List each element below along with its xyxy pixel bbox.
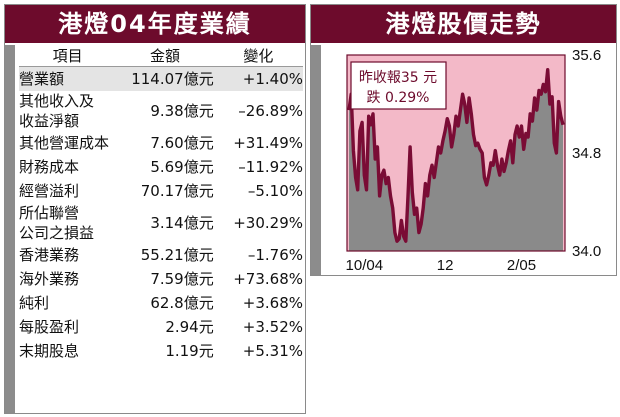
row-item-line: 公司之損益	[19, 224, 95, 242]
stock-title: 港燈股價走勢	[311, 5, 616, 43]
stock-panel: 港燈股價走勢 35.6 34.8 34.0 10/04 12 2/05 昨收報35 元 …	[310, 4, 617, 276]
row-item: 其他營運成本	[19, 131, 116, 155]
row-item-line: 財務成本	[19, 158, 80, 176]
row-amount: 62.8億元	[150, 294, 214, 312]
row-change: –5.10%	[247, 182, 303, 200]
row-item: 其他收入及 收益淨額	[19, 91, 116, 131]
row-item-line: 經營溢利	[19, 182, 80, 200]
row-item: 每股盈利	[19, 315, 116, 339]
row-amount: 7.60億元	[150, 134, 214, 152]
results-panel: 港燈04年度業績 項目 金額 變化 營業額 114.07億元 +1.40% 其他收入及…	[4, 4, 306, 414]
row-amount: 5.69億元	[150, 158, 214, 176]
x-tick-label: 12	[437, 257, 454, 274]
row-amount: 55.21億元	[140, 246, 214, 264]
header-amount: 金額	[116, 45, 214, 67]
results-body: 項目 金額 變化 營業額 114.07億元 +1.40% 其他收入及收益淨額 9.38億…	[5, 45, 305, 413]
row-change: –26.89%	[238, 102, 303, 120]
row-change: –11.92%	[238, 158, 303, 176]
row-item: 經營溢利	[19, 179, 116, 203]
row-amount: 9.38億元	[150, 102, 214, 120]
row-item: 海外業務	[19, 267, 116, 291]
row-item-line: 其他收入及	[19, 92, 95, 110]
row-change: +73.68%	[233, 270, 303, 288]
results-table: 項目 金額 變化 營業額 114.07億元 +1.40% 其他收入及收益淨額 9.38億…	[19, 45, 303, 363]
row-amount: 3.14億元	[150, 214, 214, 232]
price-line	[347, 68, 565, 243]
stock-chart: 35.6 34.8 34.0 10/04 12 2/05 昨收報35 元 跌 0.29%	[346, 47, 602, 274]
table-row: 經營溢利 70.17億元 –5.10%	[19, 179, 303, 203]
results-rows: 營業額 114.07億元 +1.40% 其他收入及 收益淨額 9.38億元 –26.89% 其…	[19, 66, 303, 364]
header-item: 項目	[19, 45, 117, 67]
row-item-line: 香港業務	[19, 246, 80, 264]
y-tick-label: 34.8	[572, 145, 601, 162]
table-row: 財務成本 5.69億元 –11.92%	[19, 155, 303, 179]
table-row: 末期股息 1.19元 +5.31%	[19, 339, 303, 363]
row-item-line: 所佔聯營	[19, 204, 80, 222]
row-item: 所佔聯營 公司之損益	[19, 203, 116, 243]
row-change: +30.29%	[233, 214, 303, 232]
row-item: 末期股息	[19, 339, 116, 363]
row-item: 香港業務	[19, 243, 116, 267]
row-item-line: 純利	[19, 294, 50, 312]
row-item-line: 海外業務	[19, 270, 80, 288]
results-side-stripe	[5, 45, 15, 413]
x-tick-label: 10/04	[346, 257, 384, 274]
y-axis: 35.6 34.8 34.0	[572, 47, 601, 260]
annotation-box	[350, 61, 447, 110]
row-amount: 2.94元	[165, 318, 214, 336]
table-row: 其他營運成本 7.60億元 +31.49%	[19, 131, 303, 155]
results-title: 港燈04年度業績	[5, 5, 305, 43]
row-change: +3.52%	[242, 318, 303, 336]
row-change: +5.31%	[242, 342, 303, 360]
row-item: 營業額	[19, 66, 117, 91]
results-header-row: 項目 金額 變化	[19, 45, 303, 67]
row-change: +31.49%	[233, 134, 303, 152]
price-area	[349, 69, 563, 251]
row-item-line: 營業額	[19, 70, 65, 88]
row-amount: 1.19元	[165, 342, 214, 360]
row-amount: 114.07億元	[116, 66, 214, 91]
row-change: +1.40%	[213, 66, 303, 91]
row-item-line: 末期股息	[19, 342, 80, 360]
row-item-line: 其他營運成本	[19, 134, 110, 152]
x-axis: 10/04 12 2/05	[346, 257, 537, 274]
row-amount: 7.59億元	[150, 270, 214, 288]
table-row: 香港業務 55.21億元 –1.76%	[19, 243, 303, 267]
table-row: 海外業務 7.59億元 +73.68%	[19, 267, 303, 291]
annotation-line-1: 昨收報35 元	[359, 70, 437, 86]
stock-side-stripe	[311, 45, 321, 275]
row-item-line: 收益淨額	[19, 112, 80, 130]
row-item: 財務成本	[19, 155, 116, 179]
table-row: 其他收入及收益淨額 9.38億元 –26.89%	[19, 91, 303, 131]
row-amount: 70.17億元	[140, 182, 214, 200]
row-item: 純利	[19, 291, 116, 315]
table-row: 所佔聯營公司之損益 3.14億元 +30.29%	[19, 203, 303, 243]
y-tick-label: 35.6	[572, 47, 601, 64]
annotation-line-2: 跌 0.29%	[367, 90, 430, 106]
close-annotation: 昨收報35 元 跌 0.29%	[350, 61, 447, 110]
header-change: 變化	[213, 45, 303, 67]
row-change: +3.68%	[242, 294, 303, 312]
plot-frame	[346, 54, 566, 252]
row-item-line: 每股盈利	[19, 318, 80, 336]
y-tick-label: 34.0	[572, 243, 601, 260]
table-row: 每股盈利 2.94元 +3.52%	[19, 315, 303, 339]
table-row: 純利 62.8億元 +3.68%	[19, 291, 303, 315]
x-tick-label: 2/05	[507, 257, 536, 274]
row-change: –1.76%	[247, 246, 303, 264]
table-row: 營業額 114.07億元 +1.40%	[19, 66, 303, 91]
